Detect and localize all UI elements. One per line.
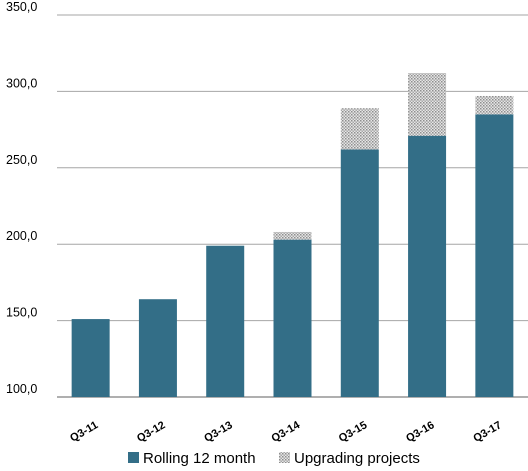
y-axis-tick-labels: 100,0 150,0 200,0 250,0 300,0 350,0 bbox=[6, 0, 37, 396]
legend-swatch-rolling-12-month bbox=[128, 452, 139, 463]
bar-upgrading-projects bbox=[475, 95, 514, 115]
x-axis-tick-labels: Q3-11 Q3-12 Q3-13 Q3-14 Q3-15 Q3-16 Q3-17 bbox=[68, 419, 504, 445]
bar-rolling-12-month bbox=[273, 239, 312, 397]
x-tick-label: Q3-12 bbox=[135, 419, 167, 445]
x-tick-label: Q3-17 bbox=[471, 419, 503, 445]
y-tick-label: 150,0 bbox=[6, 306, 37, 320]
bar-upgrading-projects bbox=[408, 73, 447, 136]
bars bbox=[71, 73, 514, 397]
legend-swatch-upgrading-projects bbox=[279, 452, 290, 463]
bar-rolling-12-month bbox=[206, 245, 245, 397]
x-tick-label: Q3-11 bbox=[68, 419, 100, 444]
bar-upgrading-projects bbox=[273, 231, 312, 240]
x-tick-label: Q3-16 bbox=[404, 419, 436, 445]
bar-rolling-12-month bbox=[138, 299, 177, 397]
y-tick-label: 300,0 bbox=[6, 76, 37, 90]
bar-rolling-12-month bbox=[408, 135, 447, 397]
y-tick-label: 200,0 bbox=[6, 229, 37, 243]
legend-label-rolling-12-month: Rolling 12 month bbox=[143, 450, 256, 467]
bar-rolling-12-month bbox=[475, 114, 514, 397]
x-tick-label: Q3-14 bbox=[270, 419, 303, 445]
y-tick-label: 250,0 bbox=[6, 153, 37, 167]
bar-upgrading-projects bbox=[340, 108, 379, 150]
y-tick-label: 350,0 bbox=[6, 0, 37, 14]
x-tick-label: Q3-13 bbox=[202, 419, 234, 445]
x-tick-label: Q3-15 bbox=[337, 419, 369, 445]
legend-label-upgrading-projects: Upgrading projects bbox=[294, 450, 420, 467]
y-tick-label: 100,0 bbox=[6, 382, 37, 396]
bar-rolling-12-month bbox=[71, 319, 110, 397]
bar-rolling-12-month bbox=[340, 149, 379, 397]
legend: Rolling 12 month Upgrading projects bbox=[128, 450, 420, 467]
